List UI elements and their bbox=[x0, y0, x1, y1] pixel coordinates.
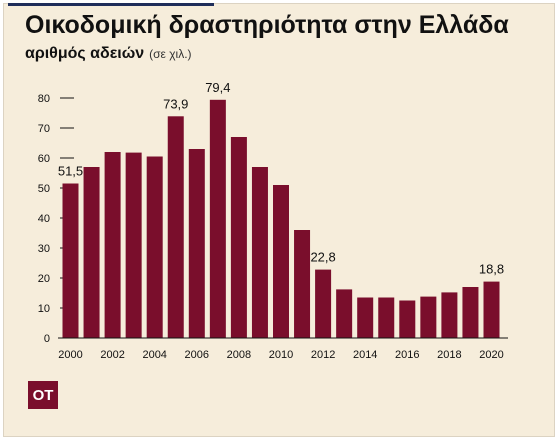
bar-2006 bbox=[188, 149, 205, 338]
bar-2015 bbox=[378, 297, 395, 338]
unit-note: (σε χιλ.) bbox=[149, 47, 192, 61]
bar-2020 bbox=[483, 281, 500, 338]
x-tick-label-2010: 2010 bbox=[269, 349, 293, 361]
bar-2013 bbox=[336, 289, 353, 338]
ot-logo: ΟΤ bbox=[28, 381, 58, 409]
x-tick-label-2020: 2020 bbox=[479, 349, 503, 361]
y-tick-label-30: 30 bbox=[38, 243, 50, 255]
y-tick-label-10: 10 bbox=[38, 303, 50, 315]
x-tick-label-2000: 2000 bbox=[58, 349, 82, 361]
data-label-2007: 79,4 bbox=[205, 80, 230, 95]
bar-2014 bbox=[357, 297, 374, 338]
x-tick-label-2014: 2014 bbox=[353, 349, 377, 361]
subtitle-text: αριθμός αδειών bbox=[25, 45, 145, 62]
x-tick-label-2002: 2002 bbox=[100, 349, 124, 361]
x-tick-label-2004: 2004 bbox=[142, 349, 166, 361]
bar-2017 bbox=[420, 296, 437, 338]
x-tick-label-2008: 2008 bbox=[227, 349, 251, 361]
y-tick-label-60: 60 bbox=[38, 153, 50, 165]
x-tick-label-2012: 2012 bbox=[311, 349, 335, 361]
bar-2019 bbox=[462, 287, 479, 338]
bar-2009 bbox=[251, 167, 268, 338]
data-label-2020: 18,8 bbox=[479, 262, 504, 277]
data-label-2000: 51,5 bbox=[58, 164, 83, 179]
y-tick-label-40: 40 bbox=[38, 213, 50, 225]
bar-2005 bbox=[167, 116, 184, 338]
y-tick-label-0: 0 bbox=[44, 333, 50, 345]
y-tick-label-20: 20 bbox=[38, 273, 50, 285]
x-tick-label-2018: 2018 bbox=[437, 349, 461, 361]
bar-2000 bbox=[62, 183, 79, 338]
data-label-2012: 22,8 bbox=[310, 250, 335, 265]
bar-2018 bbox=[441, 292, 458, 338]
bar-2016 bbox=[399, 300, 416, 338]
x-tick-label-2006: 2006 bbox=[185, 349, 209, 361]
bar-2002 bbox=[104, 152, 121, 338]
x-tick-label-2016: 2016 bbox=[395, 349, 419, 361]
bar-2004 bbox=[146, 156, 163, 338]
accent-rule bbox=[8, 3, 214, 6]
data-label-2005: 73,9 bbox=[163, 96, 188, 111]
y-tick-label-80: 80 bbox=[38, 93, 50, 105]
chart-subtitle: αριθμός αδειών (σε χιλ.) bbox=[25, 45, 192, 63]
bar-2001 bbox=[83, 167, 100, 338]
bar-2003 bbox=[125, 152, 142, 338]
bar-2012 bbox=[315, 269, 332, 338]
bar-2007 bbox=[209, 99, 226, 338]
bar-2008 bbox=[230, 137, 247, 338]
chart-title: Οικοδομική δραστηριότητα στην Ελλάδα bbox=[25, 11, 509, 39]
y-tick-label-50: 50 bbox=[38, 183, 50, 195]
y-tick-label-70: 70 bbox=[38, 123, 50, 135]
bar-2010 bbox=[273, 185, 289, 338]
bar-2011 bbox=[294, 230, 311, 338]
